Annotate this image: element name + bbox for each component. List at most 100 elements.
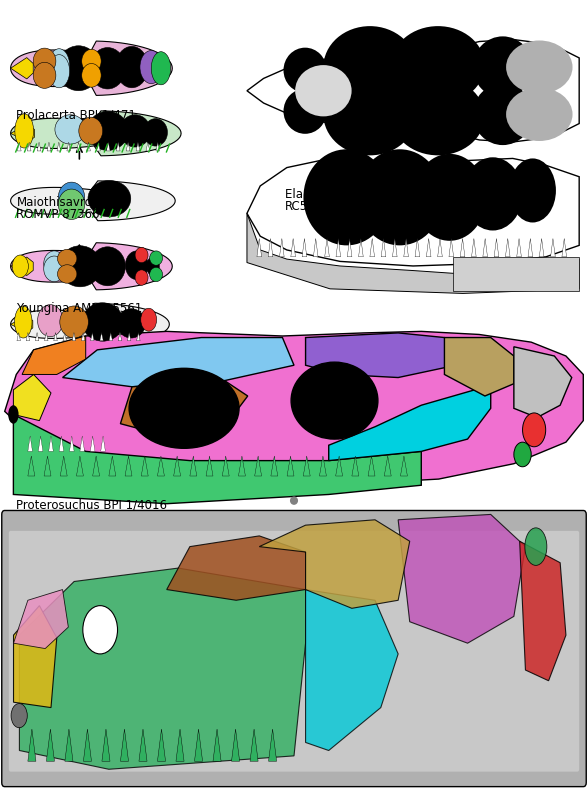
Ellipse shape	[149, 267, 162, 282]
Ellipse shape	[135, 247, 148, 263]
Polygon shape	[27, 142, 31, 151]
Polygon shape	[5, 331, 583, 485]
Polygon shape	[14, 414, 421, 503]
Polygon shape	[146, 142, 150, 151]
Polygon shape	[141, 456, 148, 476]
Polygon shape	[83, 729, 92, 761]
Polygon shape	[287, 456, 294, 476]
Ellipse shape	[88, 181, 131, 217]
Ellipse shape	[49, 54, 69, 88]
Text: RC59: RC59	[285, 200, 316, 212]
Polygon shape	[28, 456, 35, 476]
Ellipse shape	[149, 251, 162, 265]
Polygon shape	[167, 536, 306, 600]
Polygon shape	[336, 238, 340, 257]
Ellipse shape	[473, 84, 533, 145]
Polygon shape	[80, 436, 85, 451]
Ellipse shape	[58, 46, 99, 91]
Polygon shape	[517, 238, 522, 257]
Polygon shape	[239, 456, 245, 476]
Polygon shape	[18, 142, 21, 151]
Polygon shape	[472, 238, 476, 257]
Polygon shape	[14, 375, 51, 421]
Ellipse shape	[303, 149, 390, 245]
Polygon shape	[91, 436, 95, 451]
Ellipse shape	[15, 114, 34, 148]
Ellipse shape	[323, 73, 416, 155]
Polygon shape	[257, 238, 262, 257]
Polygon shape	[306, 589, 398, 750]
Ellipse shape	[295, 65, 352, 117]
Polygon shape	[109, 332, 112, 341]
Polygon shape	[22, 336, 86, 375]
Polygon shape	[91, 332, 94, 341]
Ellipse shape	[116, 47, 148, 88]
Polygon shape	[11, 316, 33, 332]
Polygon shape	[109, 456, 116, 476]
Ellipse shape	[140, 50, 163, 84]
Polygon shape	[62, 338, 294, 387]
Polygon shape	[255, 456, 262, 476]
Ellipse shape	[506, 40, 573, 94]
Polygon shape	[100, 332, 103, 341]
Polygon shape	[11, 111, 181, 155]
Polygon shape	[11, 257, 33, 275]
Polygon shape	[400, 456, 407, 476]
Polygon shape	[329, 385, 491, 461]
Polygon shape	[247, 213, 579, 294]
Polygon shape	[72, 332, 76, 341]
Polygon shape	[65, 729, 73, 761]
Polygon shape	[11, 58, 33, 79]
Polygon shape	[136, 142, 140, 151]
Ellipse shape	[283, 88, 327, 134]
Polygon shape	[60, 456, 67, 476]
Polygon shape	[303, 456, 310, 476]
Polygon shape	[404, 238, 409, 257]
Polygon shape	[14, 589, 68, 649]
Polygon shape	[106, 142, 110, 151]
Polygon shape	[59, 436, 64, 451]
Ellipse shape	[82, 303, 123, 341]
Polygon shape	[460, 238, 465, 257]
Ellipse shape	[58, 189, 85, 219]
Polygon shape	[319, 456, 326, 476]
Ellipse shape	[83, 606, 118, 654]
Ellipse shape	[509, 159, 556, 222]
Polygon shape	[392, 238, 397, 257]
Ellipse shape	[463, 157, 523, 230]
Polygon shape	[11, 181, 175, 221]
Ellipse shape	[12, 255, 28, 278]
FancyBboxPatch shape	[9, 531, 579, 772]
Polygon shape	[352, 456, 359, 476]
Polygon shape	[37, 142, 41, 151]
Polygon shape	[336, 456, 343, 476]
Ellipse shape	[117, 308, 146, 338]
Polygon shape	[38, 436, 43, 451]
Polygon shape	[93, 456, 99, 476]
Ellipse shape	[135, 270, 148, 286]
Ellipse shape	[44, 251, 65, 276]
Polygon shape	[483, 238, 487, 257]
Polygon shape	[222, 456, 229, 476]
Polygon shape	[77, 142, 81, 151]
Polygon shape	[26, 332, 29, 341]
Ellipse shape	[33, 62, 56, 88]
Polygon shape	[359, 238, 363, 257]
Ellipse shape	[290, 496, 298, 505]
Polygon shape	[247, 39, 579, 142]
Polygon shape	[156, 142, 159, 151]
Polygon shape	[67, 142, 71, 151]
Polygon shape	[370, 238, 375, 257]
Polygon shape	[14, 606, 57, 708]
Polygon shape	[381, 238, 386, 257]
Polygon shape	[47, 142, 51, 151]
Polygon shape	[539, 238, 544, 257]
Polygon shape	[17, 332, 21, 341]
Polygon shape	[195, 729, 203, 761]
Polygon shape	[247, 159, 579, 266]
Ellipse shape	[8, 406, 19, 424]
Ellipse shape	[58, 182, 85, 212]
Polygon shape	[415, 238, 420, 257]
Polygon shape	[19, 568, 306, 769]
Polygon shape	[11, 303, 169, 346]
